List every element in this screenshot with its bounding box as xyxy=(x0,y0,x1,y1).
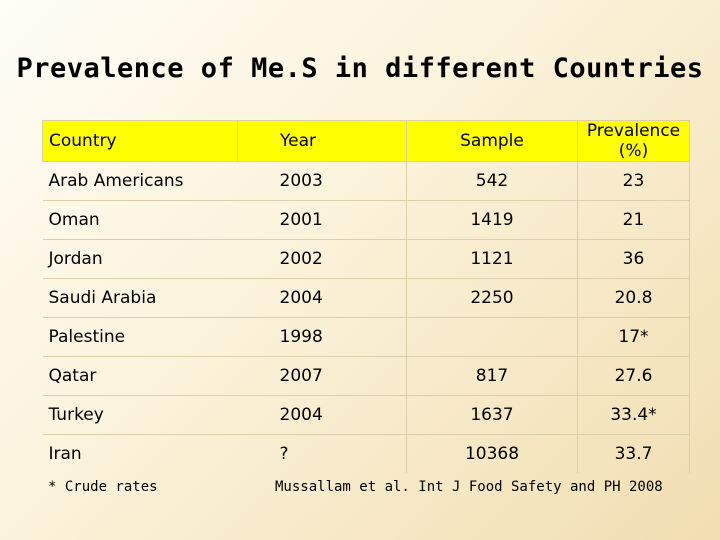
cell-prevalence: 20.8 xyxy=(577,278,690,318)
cell-country: Iran xyxy=(48,444,82,464)
table-row: Palestine 1998 17* xyxy=(42,317,690,357)
source-citation: Mussallam et al. Int J Food Safety and P… xyxy=(275,479,663,495)
cell-sample xyxy=(406,317,578,357)
table-row: Arab Americans 2003 542 23 xyxy=(42,161,690,201)
cell-prevalence: 23 xyxy=(577,161,690,201)
header-year: Year xyxy=(237,120,407,162)
cell-country: Palestine xyxy=(42,317,238,357)
cell-country: Qatar xyxy=(42,356,238,396)
cell-prevalence: 27.6 xyxy=(577,356,690,396)
cell-sample: 817 xyxy=(406,356,578,396)
cell-year: 2004 xyxy=(237,395,407,435)
table-row: Qatar 2007 817 27.6 xyxy=(42,356,690,396)
table-row: Jordan 2002 1121 36 xyxy=(42,239,690,279)
cell-country: Oman xyxy=(42,200,238,240)
cell-sample: 2250 xyxy=(406,278,578,318)
cell-prevalence: 33.7 xyxy=(577,434,690,473)
cell-prevalence: 33.4* xyxy=(577,395,690,435)
slide-title: Prevalence of Me.S in different Countrie… xyxy=(16,53,704,84)
cell-year: 2004 xyxy=(237,278,407,318)
table-header-row: Country Year Sample Prevalence (%) xyxy=(42,120,690,162)
cell-year: 2003 xyxy=(237,161,407,201)
header-prevalence: Prevalence (%) xyxy=(577,120,690,162)
cell-sample: 542 xyxy=(406,161,578,201)
cell-prevalence: 21 xyxy=(577,200,690,240)
table-row: Oman 2001 1419 21 xyxy=(42,200,690,240)
header-sample: Sample xyxy=(406,120,578,162)
cell-country: Arab Americans xyxy=(42,161,238,201)
cell-prevalence: 36 xyxy=(577,239,690,279)
cell-prevalence: 17* xyxy=(577,317,690,357)
cell-country: Saudi Arabia xyxy=(42,278,238,318)
header-country: Country xyxy=(42,120,238,162)
cell-country: Jordan xyxy=(42,239,238,279)
cell-year: 2002 xyxy=(237,239,407,279)
footnote: * Crude rates xyxy=(48,479,158,495)
cell-country: Turkey xyxy=(42,395,238,435)
cell-sample: 1637 xyxy=(406,395,578,435)
cell-sample: 1419 xyxy=(406,200,578,240)
table-row: Turkey 2004 1637 33.4* xyxy=(42,395,690,435)
cell-year: 1998 xyxy=(237,317,407,357)
prevalence-table: Country Year Sample Prevalence (%) Arab … xyxy=(42,120,690,473)
cell-year: ? xyxy=(237,434,407,473)
cell-year: 2001 xyxy=(237,200,407,240)
table-row: Iran ? 10368 33.7 xyxy=(43,434,690,473)
cell-year: 2007 xyxy=(237,356,407,396)
cell-sample: 1121 xyxy=(406,239,578,279)
cell-sample: 10368 xyxy=(406,434,578,473)
table-row: Saudi Arabia 2004 2250 20.8 xyxy=(42,278,690,318)
